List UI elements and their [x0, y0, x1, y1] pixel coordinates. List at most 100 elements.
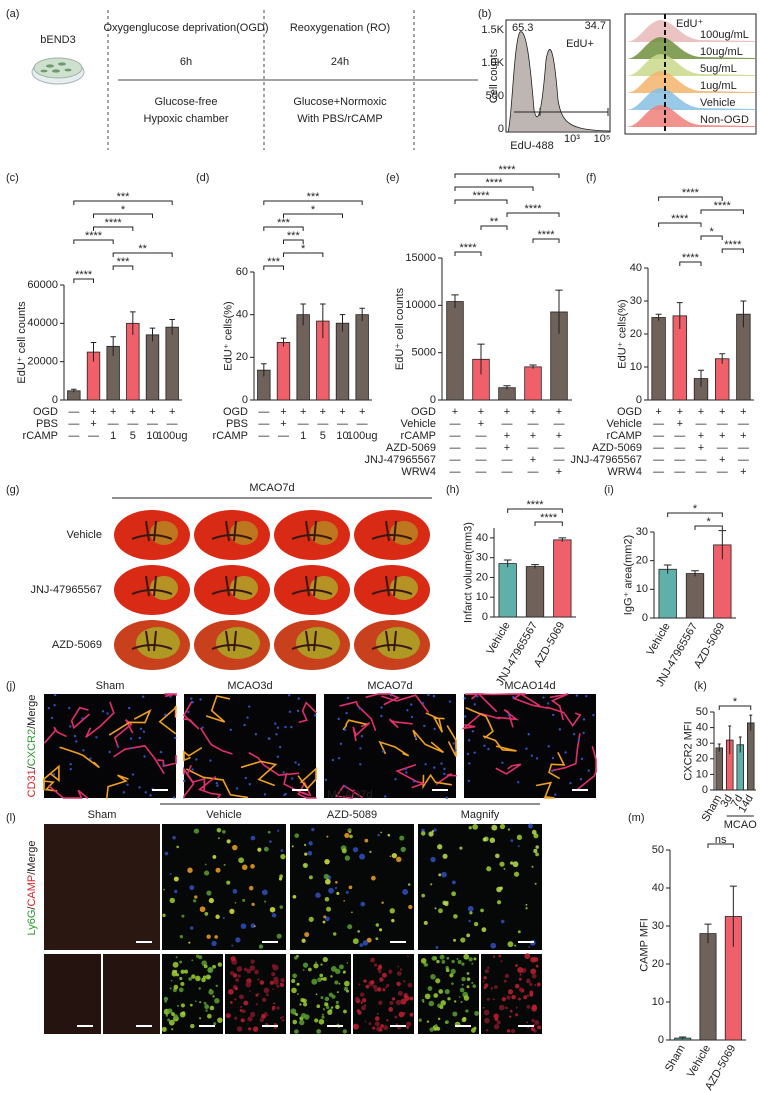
error-bar: [300, 303, 306, 326]
cell: [404, 994, 408, 998]
cell: [247, 1016, 253, 1022]
cell: [311, 978, 318, 985]
cell: [163, 996, 169, 1001]
condition-mark: —: [653, 418, 664, 430]
condition-mark: —: [554, 442, 565, 454]
x-tick-label: 10⁵: [594, 133, 611, 145]
nucleus: [129, 737, 133, 740]
condition-mark: —: [674, 442, 685, 454]
vessel: [576, 746, 597, 790]
cell: [366, 937, 372, 943]
cell: [430, 974, 436, 980]
x-tick-label: Vehicle: [645, 621, 673, 658]
cell: [430, 856, 436, 863]
cell: [513, 871, 520, 877]
condition-name: rCAMP: [607, 430, 642, 442]
cell: [187, 867, 193, 873]
cell: [402, 889, 409, 895]
y-tick-label: 40: [696, 722, 708, 734]
significance-label: *: [733, 696, 738, 708]
cell: [297, 993, 299, 995]
error-bar: [555, 289, 563, 334]
cell: [372, 1026, 376, 1030]
cell: [274, 1022, 277, 1025]
cell: [250, 864, 255, 869]
nucleus: [433, 766, 436, 769]
cell: [486, 997, 490, 1001]
cell: [252, 1026, 259, 1032]
lesion: [136, 627, 180, 659]
condition-mark: —: [298, 418, 309, 430]
x-tick-label: 7d: [729, 793, 746, 810]
nucleus: [406, 709, 409, 712]
condition-mark: —: [68, 418, 79, 430]
cell: [388, 1007, 394, 1012]
vessel: [551, 733, 581, 772]
cell: [212, 964, 216, 969]
condition-mark: +: [320, 406, 326, 418]
cell: [383, 1025, 389, 1031]
nucleus: [585, 694, 588, 698]
cell: [492, 955, 496, 958]
condition-mark: —: [476, 466, 487, 478]
y-axis-label: IgG⁺ area(mm2): [623, 535, 635, 615]
cell: [380, 1024, 384, 1028]
bar: [685, 573, 705, 619]
nucleus: [592, 713, 595, 717]
cell: [403, 980, 406, 983]
nucleus: [569, 781, 572, 785]
cell: [524, 953, 531, 960]
cell: [162, 913, 166, 918]
cell: [237, 974, 241, 978]
nucleus: [149, 794, 152, 797]
significance-label: ****: [85, 230, 103, 242]
nucleus: [473, 703, 477, 706]
nucleus: [243, 723, 246, 727]
condition-name: rCAMP: [401, 430, 436, 442]
cell: [387, 833, 391, 837]
cell: [424, 993, 431, 1000]
cell: [468, 826, 472, 830]
ventricle: [291, 630, 333, 652]
significance-label: ****: [459, 242, 477, 254]
cell: [294, 1029, 299, 1034]
nucleus: [454, 749, 457, 752]
nucleus: [381, 750, 385, 753]
error-bar: [169, 319, 175, 335]
cell: [324, 858, 330, 865]
cell: [461, 962, 465, 966]
cell: [226, 839, 231, 844]
significance-bracket: [93, 226, 134, 231]
cell: [484, 969, 490, 974]
error-bar: [740, 300, 747, 328]
cell: [493, 1024, 500, 1030]
significance-bracket: [718, 705, 752, 710]
panel-label: (m): [628, 812, 645, 824]
vessel: [378, 740, 410, 757]
cell: [267, 830, 271, 834]
nucleus: [558, 728, 562, 731]
y-tick-label: 40: [236, 309, 248, 321]
nucleus: [405, 771, 408, 774]
significance-label: ****: [498, 164, 516, 176]
error-bar: [749, 714, 753, 731]
cell: [261, 889, 268, 896]
cell: [500, 960, 503, 963]
condition-mark: —: [258, 406, 269, 418]
error-bar: [729, 885, 737, 947]
cell: [194, 1000, 197, 1002]
row-label: Vehicle: [67, 529, 102, 541]
significance-label: *: [311, 204, 316, 216]
cell: [468, 957, 473, 962]
nucleus: [284, 725, 287, 729]
cell: [316, 1004, 321, 1009]
cell: [453, 914, 458, 919]
nucleus: [138, 786, 141, 789]
cell: [167, 1018, 171, 1022]
nucleus: [404, 767, 407, 771]
vessel: [183, 765, 195, 799]
nucleus: [360, 734, 364, 738]
nucleus: [466, 752, 470, 756]
cell: [391, 997, 396, 1001]
cell: [272, 988, 274, 991]
